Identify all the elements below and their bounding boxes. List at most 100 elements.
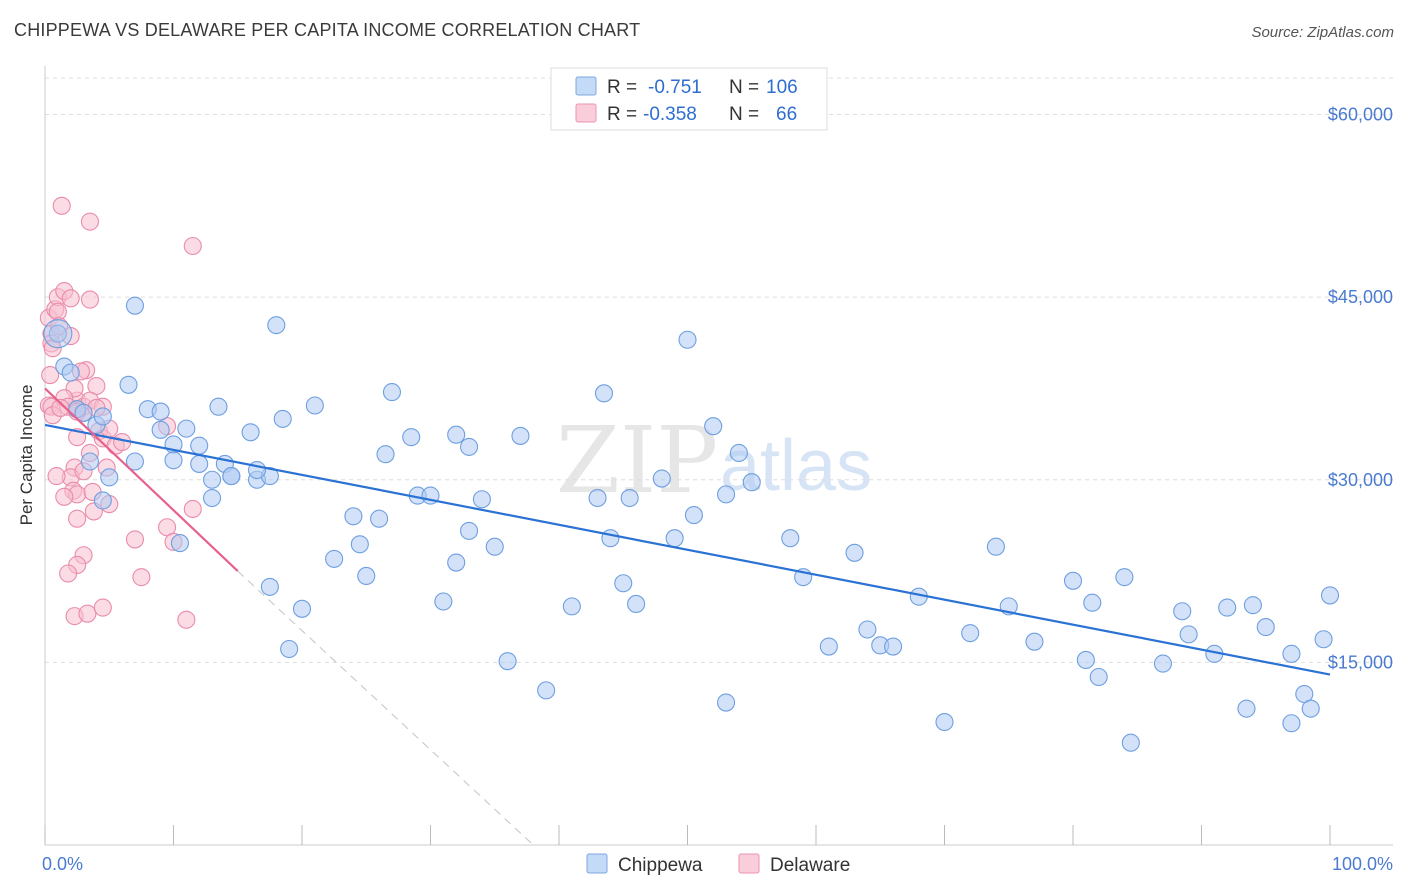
- chippewa-point: [678, 330, 697, 349]
- chippewa-point: [1256, 618, 1275, 637]
- chippewa-point: [305, 396, 324, 415]
- legend-n-value-delaware: 66: [776, 104, 797, 125]
- chippewa-point: [325, 549, 344, 568]
- legend-r-value-delaware: -0.358: [643, 104, 697, 125]
- chippewa-point: [119, 375, 138, 394]
- chippewa-point: [601, 529, 620, 548]
- chippewa-point: [222, 467, 241, 486]
- chippewa-point: [819, 637, 838, 656]
- chippewa-point: [100, 468, 119, 487]
- y-tick-label: $15,000: [1328, 652, 1393, 672]
- delaware-trend-line: [44, 387, 239, 572]
- chippewa-point: [1083, 593, 1102, 612]
- chippewa-point: [344, 507, 363, 526]
- chippewa-point: [1173, 602, 1192, 621]
- x-tick-label-min: 0.0%: [42, 854, 83, 874]
- chippewa-point: [434, 592, 453, 611]
- chippewa-point: [652, 469, 671, 488]
- chippewa-point: [935, 712, 954, 732]
- chippewa-point: [594, 384, 614, 403]
- delaware-point: [78, 604, 97, 623]
- chippewa-point: [620, 488, 639, 508]
- chippewa-point: [1237, 699, 1256, 718]
- chippewa-point: [1121, 733, 1140, 752]
- chippewa-point: [151, 420, 170, 439]
- chippewa-point: [164, 451, 183, 470]
- chippewa-point: [267, 316, 286, 335]
- chippewa-point: [961, 624, 980, 643]
- chippewa-point: [537, 681, 556, 700]
- delaware-point: [177, 610, 196, 629]
- chippewa-point: [562, 597, 581, 616]
- chippewa-point: [48, 324, 67, 343]
- chippewa-point: [190, 454, 209, 473]
- watermark-atlas: atlas: [720, 426, 872, 506]
- chippewa-point: [190, 436, 209, 455]
- chippewa-point: [447, 425, 466, 444]
- chippewa-point: [858, 620, 877, 639]
- delaware-point: [55, 487, 74, 506]
- chippewa-point: [273, 409, 292, 428]
- chippewa-point: [350, 535, 369, 554]
- delaware-point: [61, 289, 80, 308]
- gridlines: [45, 77, 1393, 663]
- chippewa-point: [716, 485, 736, 504]
- chippewa-point: [459, 521, 479, 540]
- chippewa-point: [511, 426, 530, 445]
- legend-r-label-chippewa: R =: [607, 77, 637, 98]
- chippewa-point: [684, 506, 703, 525]
- chippewa-point: [370, 509, 389, 528]
- delaware-trend-extension: [237, 570, 534, 846]
- chippewa-point: [209, 397, 228, 416]
- legend-n-label-delaware: N =: [729, 104, 759, 125]
- y-tick-label: $45,000: [1328, 287, 1393, 307]
- chippewa-point: [1063, 571, 1083, 590]
- chippewa-point: [1218, 598, 1237, 617]
- chippewa-point: [43, 319, 73, 349]
- chippewa-point: [1025, 632, 1044, 651]
- delaware-point: [59, 564, 78, 583]
- chippewa-point: [884, 637, 903, 656]
- chippewa-point: [125, 296, 144, 315]
- chippewa-point: [485, 537, 504, 556]
- chippewa-point: [781, 529, 800, 548]
- legend-swatch-delaware: [575, 103, 597, 123]
- chippewa-point: [260, 577, 279, 596]
- chippewa-point: [845, 543, 864, 562]
- chippewa-point: [93, 491, 112, 510]
- delaware-point: [125, 530, 144, 549]
- source-label: Source: ZipAtlas.com: [1251, 24, 1394, 41]
- delaware-points: [39, 196, 202, 629]
- chippewa-point: [280, 639, 299, 659]
- chippewa-point: [93, 407, 112, 426]
- chippewa-point: [1282, 714, 1301, 733]
- chippewa-point: [986, 537, 1005, 556]
- chippewa-point: [742, 473, 761, 492]
- delaware-point: [132, 568, 151, 587]
- chippewa-point: [203, 470, 222, 489]
- legend-box: [550, 67, 828, 131]
- chippewa-point: [1320, 586, 1340, 605]
- chippewa-point: [203, 488, 222, 508]
- chippewa-point: [170, 534, 189, 553]
- chippewa-point: [459, 437, 479, 456]
- chippewa-point: [80, 452, 100, 471]
- bottom-legend: Chippewa Delaware: [586, 853, 850, 876]
- chippewa-point: [1243, 596, 1262, 615]
- y-tick-label: $60,000: [1328, 105, 1393, 125]
- y-tick-label: $30,000: [1328, 470, 1393, 490]
- chart-title: CHIPPEWA VS DELAWARE PER CAPITA INCOME C…: [14, 20, 641, 40]
- delaware-point: [93, 598, 112, 617]
- chippewa-point: [151, 402, 170, 421]
- chippewa-point: [704, 417, 723, 436]
- chippewa-trend-line: [44, 423, 1331, 676]
- delaware-point: [47, 467, 66, 486]
- top-legend: R = -0.751 N = 106 R = -0.358 N = 66: [550, 67, 828, 131]
- trend-lines: [44, 387, 1331, 846]
- chippewa-point: [614, 574, 633, 593]
- chippewa-point: [177, 419, 196, 438]
- delaware-point: [68, 509, 87, 528]
- bottom-legend-swatch-delaware: [738, 853, 760, 874]
- legend-n-value-chippewa: 106: [766, 77, 798, 98]
